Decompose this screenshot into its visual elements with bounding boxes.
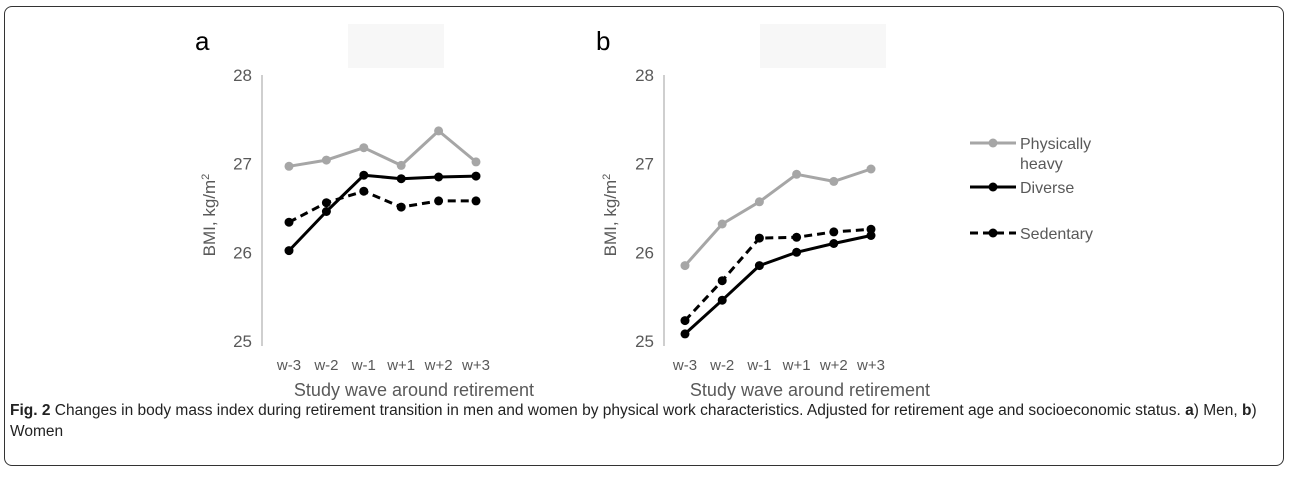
panel-b-series-sedentary-point-w+2	[829, 227, 839, 237]
panel-a-series-physically-heavy-point-w+3	[471, 157, 481, 167]
legend-marker-sedentary	[988, 228, 998, 238]
panel-a-series-sedentary-point-w+3	[471, 196, 481, 206]
panel-a-xlabel: Study wave around retirement	[294, 380, 534, 400]
panel-a-xtick-w-1: w-1	[351, 357, 376, 374]
panel-a-series-physically-heavy-point-w-2	[321, 155, 331, 165]
panel-a-series-diverse-point-w+1	[396, 174, 406, 184]
panel-b-series-diverse-line	[683, 234, 872, 336]
panel-a-xtick-w-2: w-2	[313, 357, 338, 374]
legend-label-sedentary: Sedentary	[1020, 226, 1093, 243]
panel-a-series-sedentary-point-w-2	[321, 198, 331, 208]
panel-b-xtick-w+2: w+2	[819, 357, 848, 374]
panel-a-xtick-w+2: w+2	[424, 357, 453, 374]
panel-b-ytick-28: 28	[635, 66, 654, 85]
legend-item-sedentary: Sedentary	[970, 226, 1093, 243]
panel-b-series-diverse-point-w-2	[717, 295, 727, 305]
panel-b-series-diverse-point-w-3	[680, 329, 690, 339]
legend-item-diverse: Diverse	[970, 180, 1074, 197]
panel-b-series-physically-heavy-line	[683, 167, 872, 267]
panel-letter-b: b	[596, 26, 610, 56]
legend-label-physically-heavy-line2: heavy	[1020, 156, 1063, 173]
panel-b-series-physically-heavy-point-w+3	[866, 164, 876, 174]
panel-b-ytick-25: 25	[635, 332, 654, 351]
caption-text-2: ) Men,	[1193, 402, 1242, 419]
legend-label-physically-heavy-line1: Physically	[1020, 136, 1091, 153]
panel-b-ytick-27: 27	[635, 155, 654, 174]
legend-item-physically-heavy: Physically heavy	[970, 136, 1091, 173]
panel-a-xtick-w+3: w+3	[461, 357, 490, 374]
panel-b-series-diverse-point-w-1	[754, 261, 764, 271]
panel-b-xtick-w-2: w-2	[709, 357, 734, 374]
panel-letter-a: a	[195, 26, 210, 56]
panel-a-ytick-25: 25	[233, 332, 252, 351]
figure-caption: Fig. 2 Changes in body mass index during…	[10, 400, 1280, 442]
panel-a-series-sedentary-point-w+1	[396, 202, 406, 212]
panel-b-series-physically-heavy-point-w-3	[680, 261, 690, 271]
caption-panel-a: a	[1185, 402, 1194, 419]
panel-a-chart: BMI, kg/m2 Study wave around retirement …	[200, 66, 534, 400]
panel-a-title-box	[348, 24, 444, 68]
panel-a-series-diverse-line	[287, 173, 477, 252]
panel-b-series-diverse-point-w+1	[792, 247, 802, 257]
panel-b-xtick-w-1: w-1	[746, 357, 771, 374]
panel-a-series-physically-heavy-line	[288, 129, 477, 168]
panel-a-series-sedentary-point-w+2	[434, 196, 444, 206]
panel-b-series-sedentary-point-w-1	[754, 233, 764, 243]
legend-marker-physically-heavy	[988, 138, 998, 148]
panel-a-series-diverse-point-w-3	[284, 246, 294, 256]
panel-b-series-physically-heavy-point-w-2	[717, 219, 727, 229]
panel-b-series-sedentary-line	[683, 227, 872, 322]
panel-b-ytick-26: 26	[635, 243, 654, 262]
caption-panel-b: b	[1242, 402, 1252, 419]
panel-a-ytick-26: 26	[233, 243, 252, 262]
figure-frame	[4, 6, 1284, 466]
panel-b-chart: BMI, kg/m2 Study wave around retirement …	[601, 66, 930, 400]
panel-b-title-box	[760, 24, 886, 68]
panel-a-series-diverse-point-w-2	[321, 207, 331, 216]
panel-b-series-sedentary-point-w+1	[792, 232, 802, 242]
panel-b-xtick-w-3: w-3	[672, 357, 697, 374]
panel-a-ylabel: BMI, kg/m2	[200, 174, 219, 257]
panel-b-series-diverse-point-w+2	[829, 239, 839, 248]
legend-marker-diverse	[988, 182, 998, 192]
panel-b-series-sedentary-point-w-2	[717, 276, 727, 286]
panel-a-series-physically-heavy-point-w-1	[359, 143, 369, 153]
panel-a-series-sedentary-point-w-3	[284, 217, 294, 227]
panel-b-xtick-w+3: w+3	[856, 357, 885, 374]
panel-a-series-physically-heavy-point-w+2	[434, 126, 444, 136]
panel-a-ytick-28: 28	[233, 66, 252, 85]
panel-a-ytick-27: 27	[233, 155, 252, 174]
panel-a-series-physically-heavy-point-w+1	[396, 160, 406, 170]
legend: Physically heavy Diverse Sedentary	[970, 136, 1093, 243]
panel-b-xtick-w+1: w+1	[782, 357, 811, 374]
panel-b-ylabel: BMI, kg/m2	[601, 174, 620, 257]
panel-b-series-physically-heavy-point-w+2	[829, 176, 839, 186]
panel-a-series-sedentary-line	[288, 189, 476, 224]
panel-a-xtick-w+1: w+1	[386, 357, 415, 374]
panel-b-series-physically-heavy-point-w-1	[754, 197, 764, 207]
panel-a-series-diverse-point-w+2	[434, 172, 444, 182]
panel-a-series-diverse-point-w-1	[359, 170, 369, 180]
legend-label-diverse: Diverse	[1020, 180, 1074, 197]
caption-text-1: Changes in body mass index during retire…	[50, 402, 1186, 419]
panel-a-xtick-w-3: w-3	[276, 357, 301, 374]
panel-a-series-physically-heavy-point-w-3	[284, 161, 294, 171]
panel-b-xlabel: Study wave around retirement	[690, 380, 930, 400]
panel-b-series-physically-heavy-point-w+1	[792, 169, 802, 179]
panel-a-series-sedentary-point-w-1	[359, 186, 369, 196]
panel-b-series-diverse-point-w+3	[866, 231, 876, 240]
panel-b-series-sedentary-point-w-3	[680, 316, 690, 326]
caption-text-3: ) Women	[10, 402, 1257, 440]
panel-a-series-diverse-point-w+3	[471, 171, 481, 181]
caption-label: Fig. 2	[10, 402, 51, 419]
panel-b-series-sedentary-point-w+3	[866, 224, 876, 234]
